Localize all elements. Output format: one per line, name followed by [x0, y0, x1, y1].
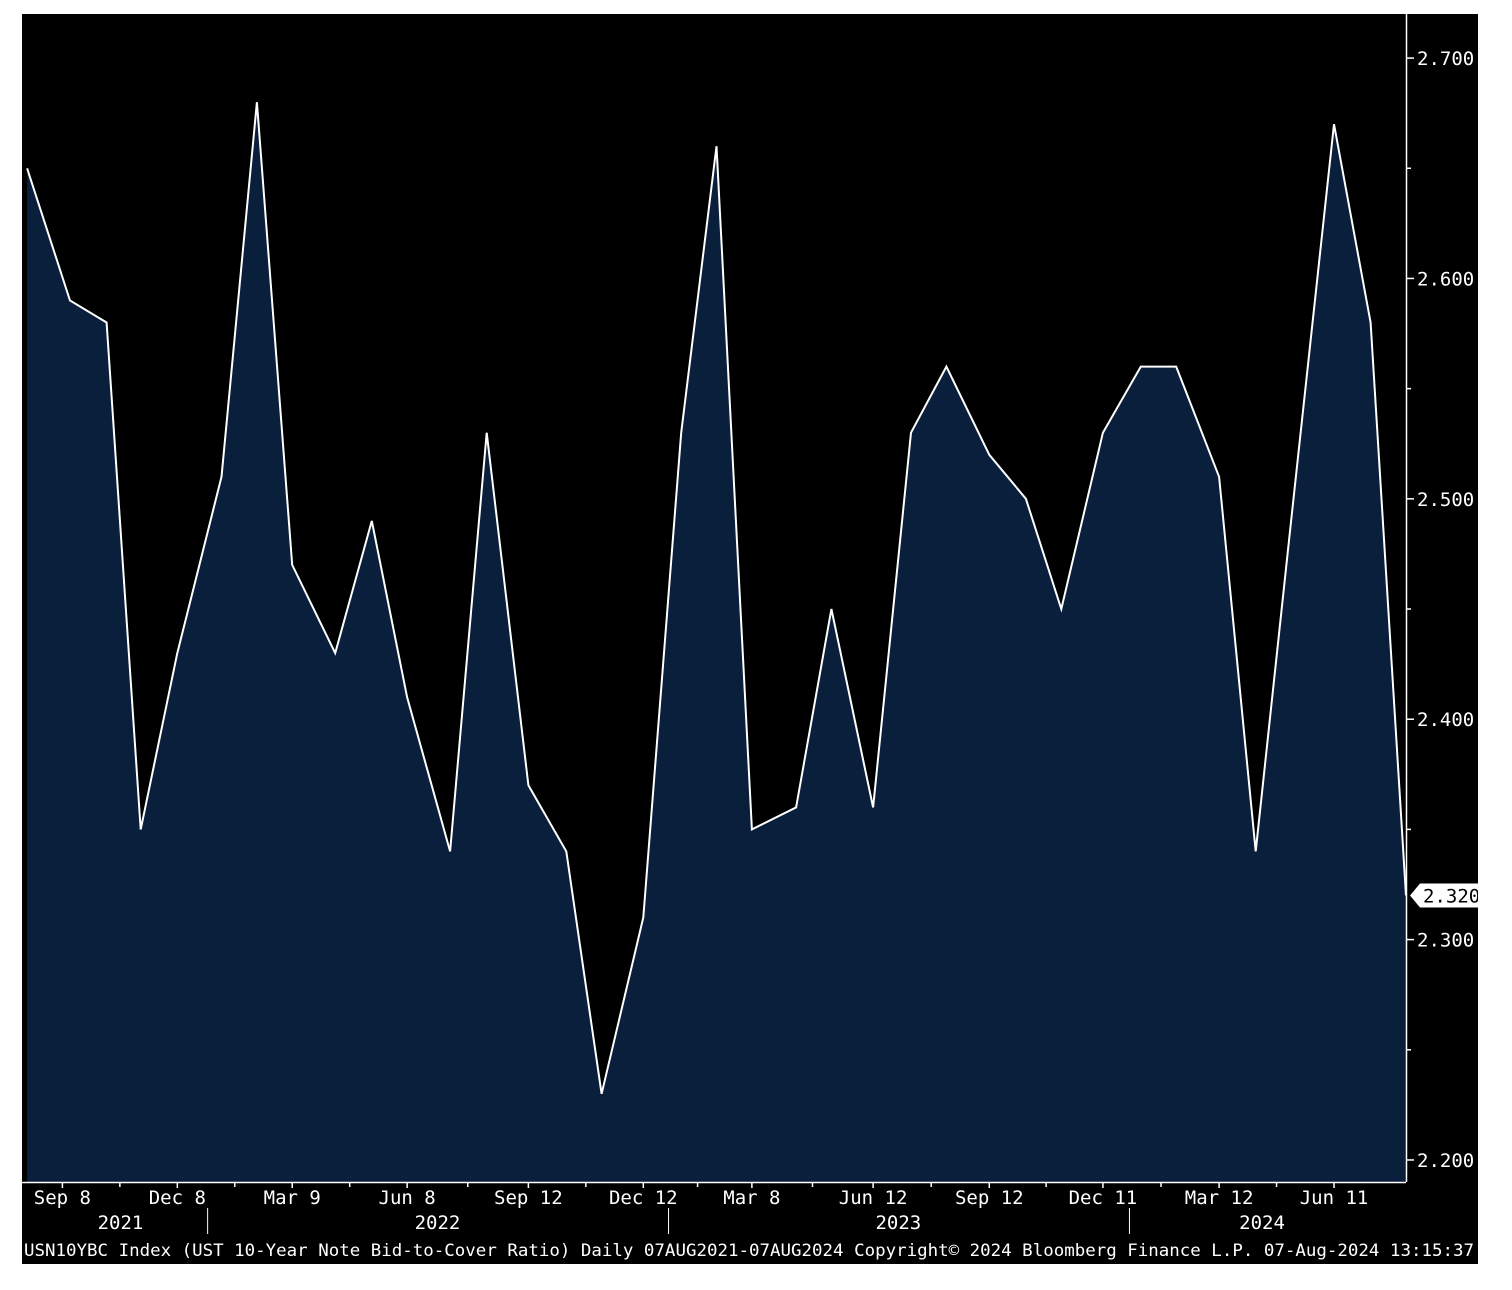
y-tick-label-2.400: 2.400: [1417, 709, 1474, 731]
chart-footer: USN10YBC Index (UST 10-Year Note Bid-to-…: [24, 1241, 1474, 1261]
x-tick-label-2021-09-08: Sep 8: [34, 1187, 91, 1209]
x-tick-label-2022-12-12: Dec 12: [609, 1187, 678, 1209]
last-value-label: 2.320: [1423, 886, 1478, 908]
year-label-2022: 2022: [415, 1212, 461, 1234]
series-line: [26, 102, 1407, 1095]
y-tick-label-2.700: 2.700: [1417, 48, 1474, 70]
x-tick-label-2023-12-11: Dec 11: [1069, 1187, 1138, 1209]
last-value-tag: [1410, 883, 1478, 908]
series-area-fill: [27, 102, 1407, 1183]
y-tick-label-2.500: 2.500: [1417, 489, 1474, 511]
year-label-2024: 2024: [1239, 1212, 1285, 1234]
chart-frame: 2.200 2.300 2.400 2.500 2.600 2.700 2.320 Sep 8…: [22, 14, 1478, 1264]
x-tick-label-2023-06-12: Jun 12: [839, 1187, 908, 1209]
x-tick-label-2024-03-12: Mar 12: [1185, 1187, 1254, 1209]
plot-area: [26, 102, 1407, 1183]
axes: 2.200 2.300 2.400 2.500 2.600 2.700 2.320 Sep 8…: [22, 14, 1478, 1234]
year-label-2021: 2021: [98, 1212, 144, 1234]
y-tick-label-2.600: 2.600: [1417, 268, 1474, 290]
x-tick-label-2022-09-12: Sep 12: [494, 1187, 563, 1209]
x-tick-label-2021-12-08: Dec 8: [149, 1187, 206, 1209]
x-tick-label-2022-06-08: Jun 8: [379, 1187, 436, 1209]
y-tick-label-2.200: 2.200: [1417, 1150, 1474, 1172]
bid-to-cover-area-chart: 2.200 2.300 2.400 2.500 2.600 2.700 2.320 Sep 8…: [22, 14, 1478, 1261]
y-tick-label-2.300: 2.300: [1417, 930, 1474, 952]
x-tick-label-2024-06-11: Jun 11: [1300, 1187, 1369, 1209]
year-label-2023: 2023: [875, 1212, 921, 1234]
x-tick-label-2023-09-12: Sep 12: [955, 1187, 1024, 1209]
x-tick-label-2023-03-08: Mar 8: [723, 1187, 780, 1209]
x-tick-label-2022-03-09: Mar 9: [264, 1187, 321, 1209]
